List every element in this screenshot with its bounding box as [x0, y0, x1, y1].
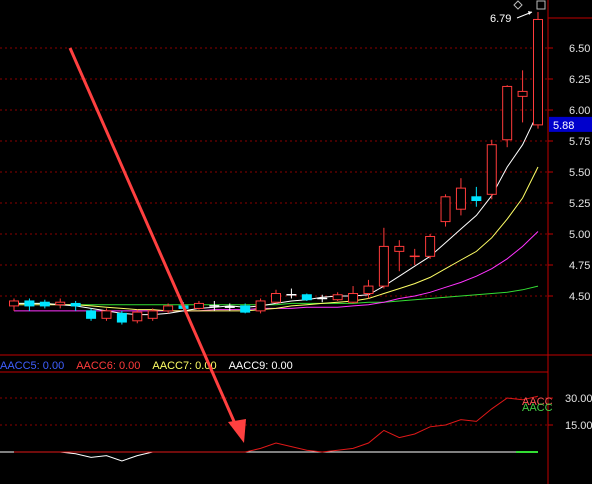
candle [517, 70, 528, 123]
diamond-icon[interactable] [513, 0, 523, 10]
indicator-y-tick-label: 15.00 [565, 420, 592, 432]
moving-average-lines [14, 112, 539, 316]
candle [224, 303, 235, 311]
candle [24, 298, 35, 311]
candle [455, 178, 466, 216]
candle [409, 248, 420, 265]
candle [193, 300, 204, 310]
candle [425, 234, 436, 259]
main-gridlines [0, 47, 548, 297]
candle [363, 279, 374, 299]
candle [86, 308, 97, 321]
candle [317, 294, 328, 303]
candle [348, 286, 359, 304]
high-price-label: 6.79 [490, 11, 533, 25]
candle [332, 292, 343, 301]
candle [486, 139, 497, 200]
current-price-tag: 5.88 [549, 116, 592, 132]
candlesticks [9, 12, 543, 325]
candle [39, 299, 50, 309]
candle [163, 303, 174, 314]
candle [255, 298, 266, 314]
candle [101, 308, 112, 321]
annotation-arrow [68, 47, 246, 443]
candle [502, 85, 513, 148]
candle [271, 289, 281, 304]
candle [9, 298, 19, 311]
y-tick-label: 6.00 [569, 105, 590, 117]
indicator-legend-item: AACC9: 0.00 [229, 360, 293, 372]
candle [533, 12, 543, 129]
indicator-end-label: AACC [522, 396, 553, 408]
svg-text:5.88: 5.88 [553, 120, 574, 132]
indicator-legend-item: AACC5: 0.00 [0, 360, 64, 372]
indicator-y-tick-label: 30.00 [565, 393, 592, 405]
svg-text:6.79: 6.79 [490, 13, 511, 25]
y-tick-label: 5.25 [569, 198, 590, 210]
indicator-gridlines [0, 397, 548, 426]
ma5-line [14, 112, 539, 316]
candle [132, 309, 143, 324]
y-tick-label: 6.25 [569, 74, 590, 86]
candle [55, 298, 66, 309]
candle [209, 300, 220, 311]
candle [301, 293, 312, 301]
indicator-axis: 30.00 15.00 [548, 393, 592, 432]
indicator-end-label: AACC [522, 402, 553, 414]
ma60-line [14, 285, 539, 306]
y-tick-label: 5.50 [569, 167, 590, 179]
candle [286, 288, 297, 299]
y-tick-label: 5.75 [569, 136, 590, 148]
aacc9-line [14, 451, 538, 462]
price-axis: 6.50 6.25 6.00 5.75 5.50 5.25 5.00 4.75 4.50 [548, 43, 590, 303]
maximize-icon[interactable] [536, 0, 546, 10]
candle [116, 310, 127, 325]
y-tick-label: 5.00 [569, 229, 590, 241]
y-tick-label: 4.75 [569, 260, 590, 272]
candle [440, 194, 451, 227]
candle [70, 300, 81, 311]
indicator-legend-item: AACC7: 0.00 [152, 360, 216, 372]
indicator-lines [0, 395, 539, 462]
y-tick-label: 4.50 [569, 291, 590, 303]
candle [394, 240, 405, 272]
candle [378, 227, 389, 289]
candle [471, 186, 482, 207]
indicator-legend-item: AACC6: 0.00 [76, 360, 140, 372]
ma10-line [14, 166, 539, 312]
candle [240, 303, 251, 314]
candle [147, 308, 158, 321]
y-tick-label: 6.50 [569, 43, 590, 55]
aacc6-line [14, 395, 539, 453]
indicator-legend: AACC5: 0.00 AACC6: 0.00 AACC7: 0.00 AACC9: … [0, 360, 293, 372]
